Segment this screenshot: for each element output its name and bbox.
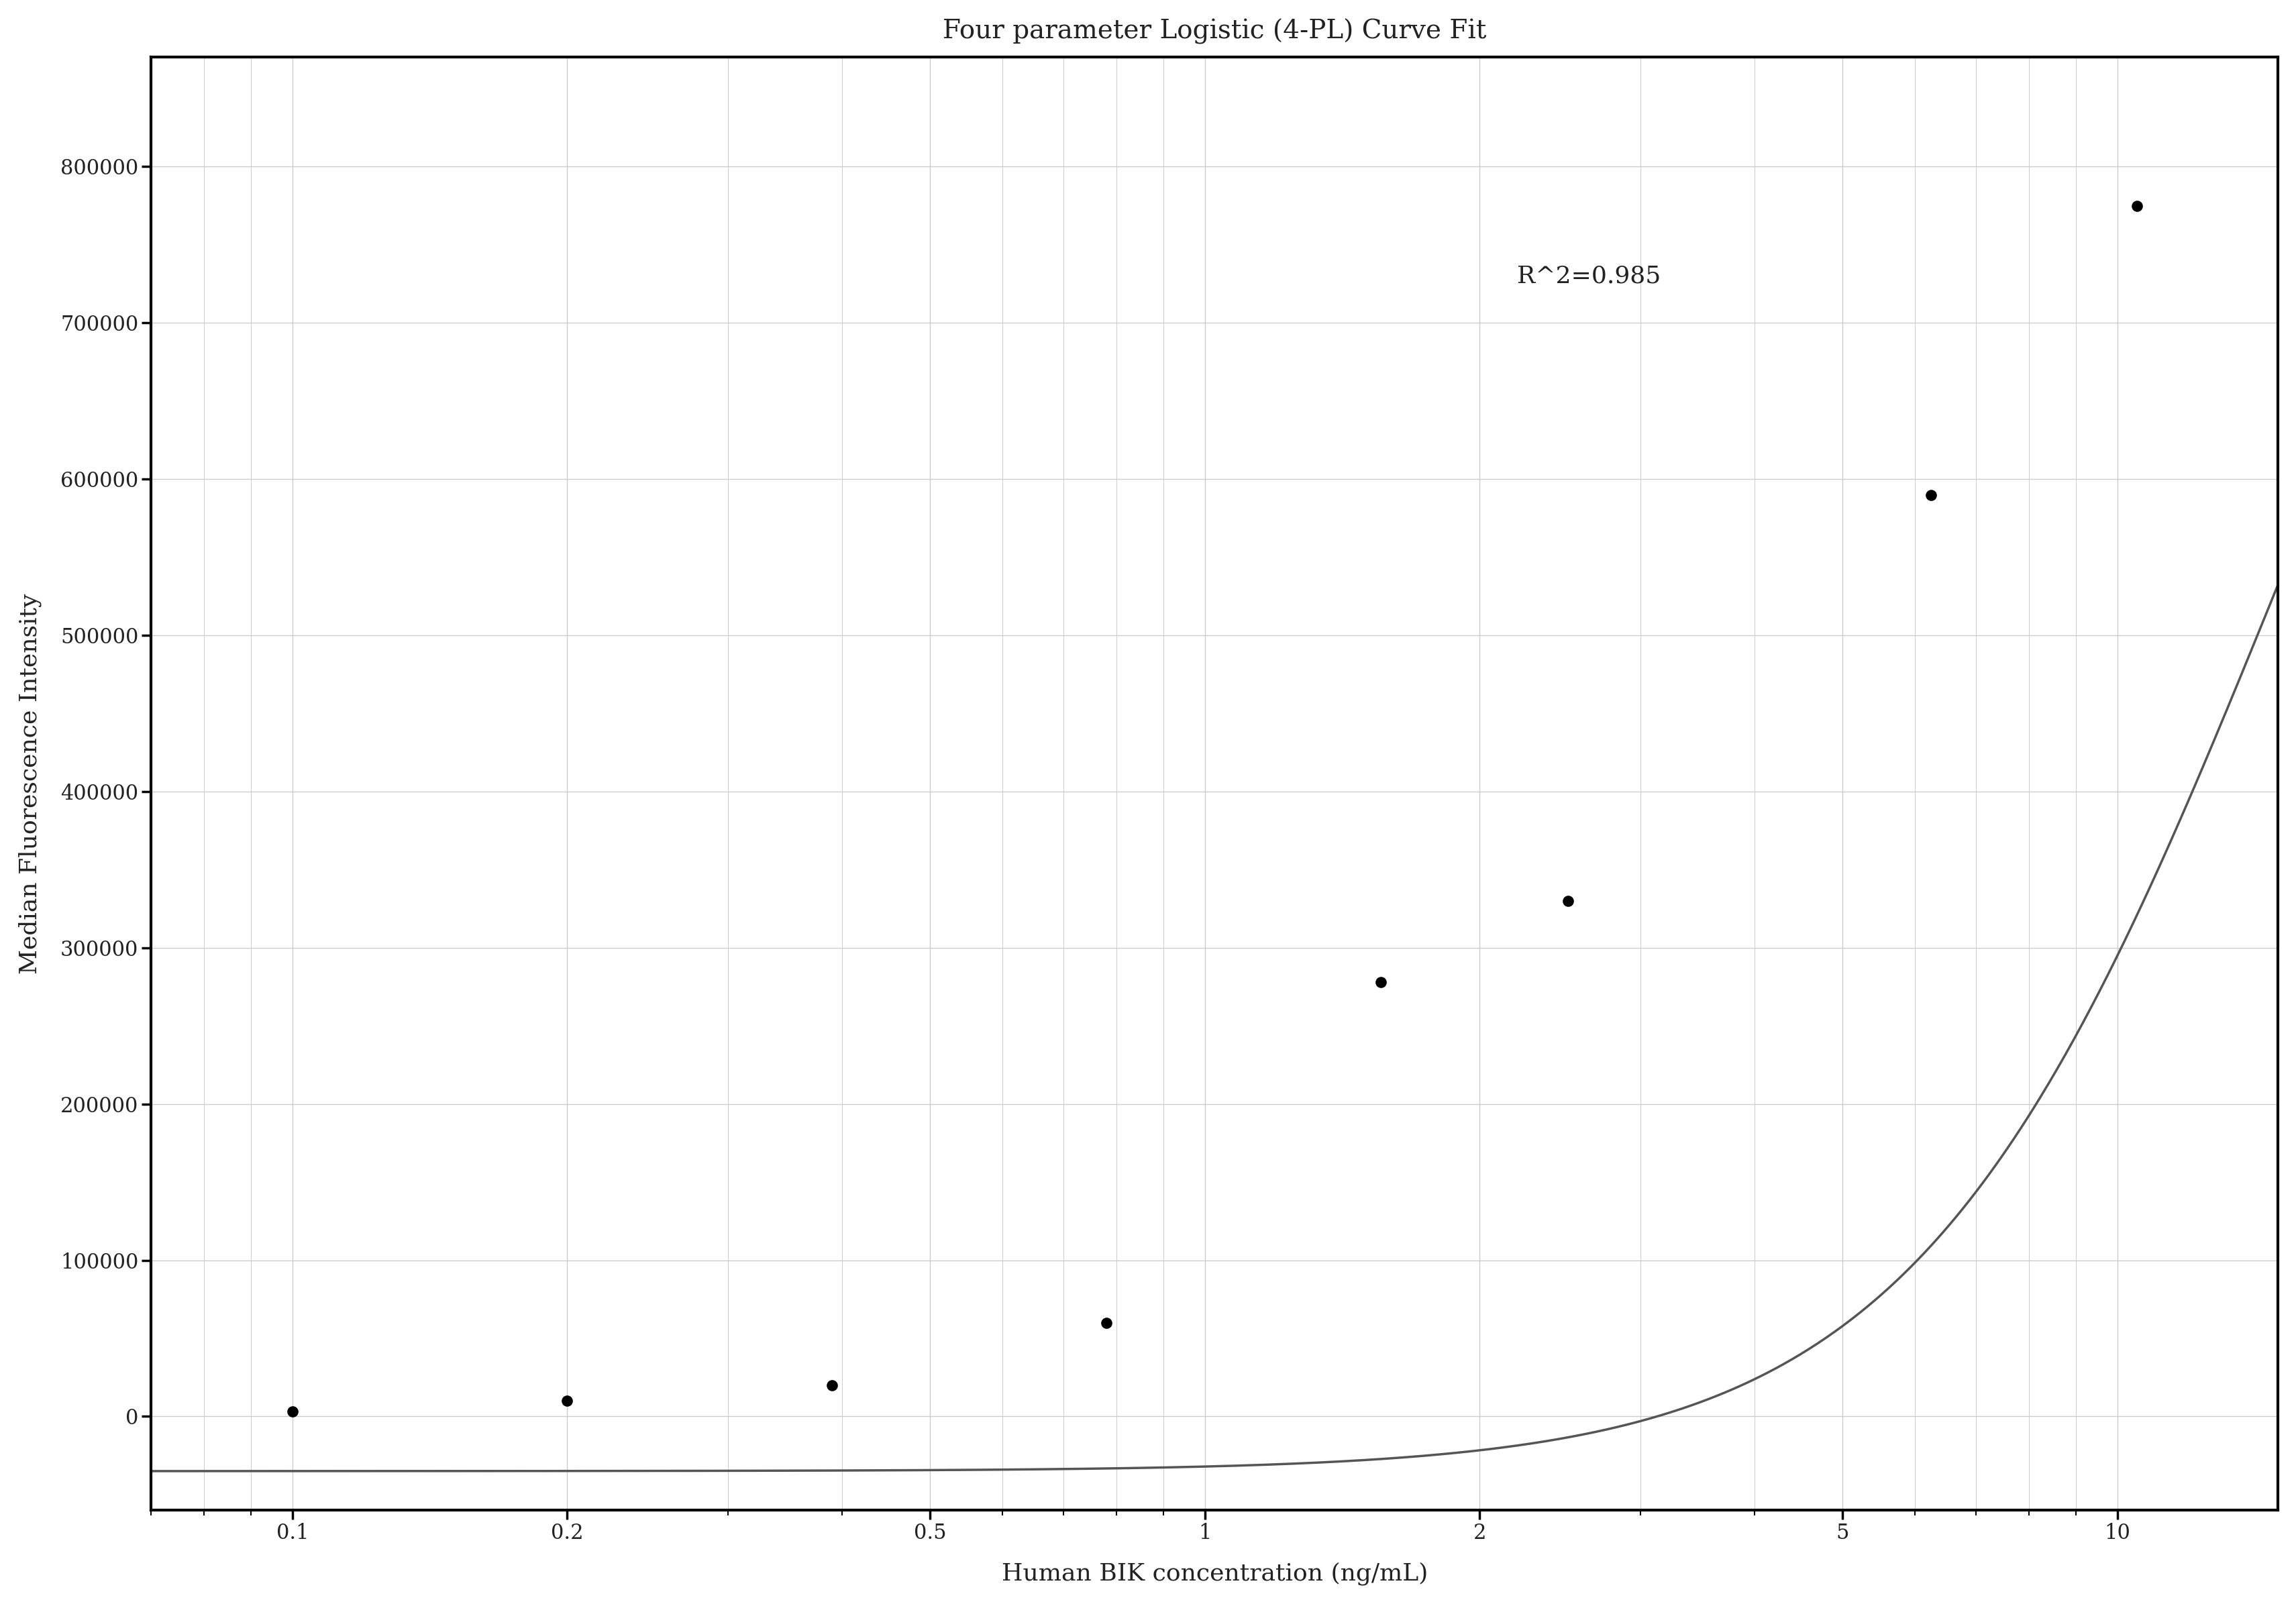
Point [1088,1310,1125,1336]
Title: Four parameter Logistic (4-PL) Curve Fit: Four parameter Logistic (4-PL) Curve Fit [941,19,1486,45]
Point [1913,481,1949,507]
Point [1550,889,1587,914]
Point [549,1387,585,1413]
Point [813,1373,850,1399]
Text: R^2=0.985: R^2=0.985 [1518,265,1660,287]
Point [273,1399,310,1424]
Y-axis label: Median Fluorescence Intensity: Median Fluorescence Intensity [18,593,41,974]
X-axis label: Human BIK concentration (ng/mL): Human BIK concentration (ng/mL) [1001,1562,1428,1585]
Point [2117,192,2154,218]
Point [1362,969,1398,994]
